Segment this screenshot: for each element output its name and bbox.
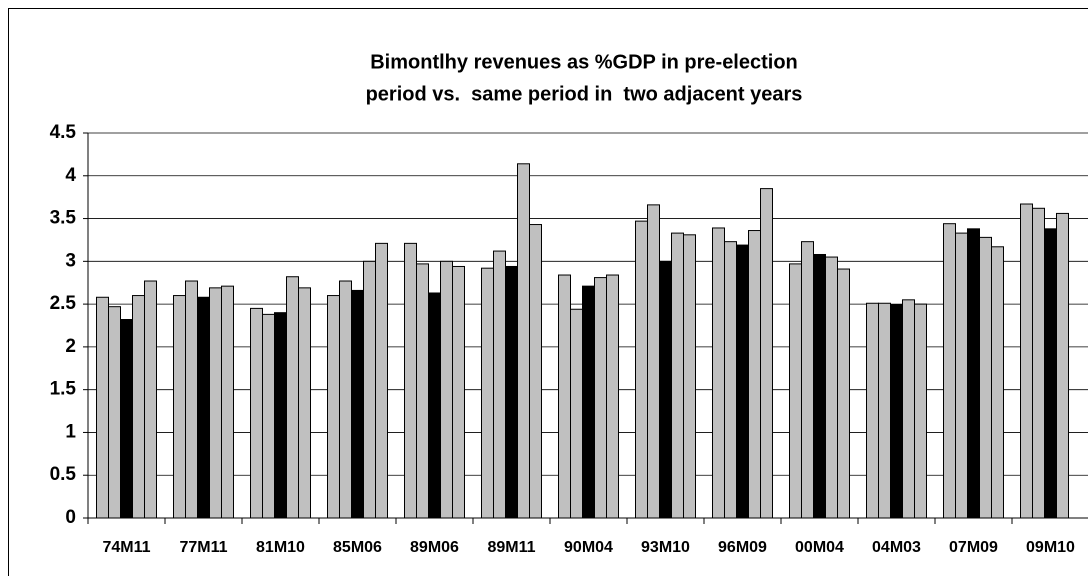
y-tick-label: 0.5	[50, 464, 77, 485]
bar	[902, 299, 915, 519]
bar	[298, 287, 311, 519]
bar	[866, 302, 879, 519]
bar	[736, 244, 749, 519]
bar	[760, 188, 773, 519]
bar	[108, 306, 121, 519]
bar	[286, 276, 299, 519]
bar	[967, 228, 980, 519]
bar	[558, 274, 571, 519]
x-tick-label: 77M11	[179, 539, 227, 556]
x-tick-label: 89M06	[410, 539, 459, 556]
bar	[582, 285, 595, 519]
y-tick-label: 4.5	[50, 122, 77, 143]
bar	[339, 280, 352, 519]
bar	[173, 295, 186, 519]
bar	[1020, 203, 1033, 519]
bar	[529, 224, 542, 519]
bar	[120, 319, 133, 519]
bar	[250, 307, 263, 519]
y-tick-label: 2.5	[50, 293, 77, 314]
x-tick-label: 90M04	[564, 539, 613, 556]
bar	[594, 277, 607, 519]
bar	[712, 227, 725, 519]
bar	[789, 263, 802, 519]
x-tick-label: 85M06	[333, 539, 382, 556]
y-tick-label: 1.5	[50, 379, 77, 400]
bar	[748, 230, 761, 519]
bar	[837, 268, 850, 519]
bar	[659, 260, 672, 519]
y-tick-label: 3	[65, 250, 76, 271]
bar	[327, 295, 340, 519]
bar	[144, 280, 157, 519]
bar	[197, 296, 210, 519]
bar	[96, 296, 109, 519]
bar	[209, 287, 222, 519]
bar	[221, 285, 234, 519]
chart-title: Bimontlhy revenues as %GDP in pre-electi…	[370, 51, 798, 73]
bar	[493, 250, 506, 519]
x-tick-label: 89M11	[487, 539, 535, 556]
chart-title: period vs. same period in two adjacent y…	[366, 83, 803, 105]
x-tick-label: 00M04	[795, 539, 844, 556]
bar	[1056, 212, 1069, 519]
bar	[363, 260, 376, 519]
x-tick-label: 09M10	[1026, 539, 1075, 556]
y-tick-label: 3.5	[50, 208, 77, 229]
bar	[274, 312, 287, 519]
bar	[991, 246, 1004, 519]
bar	[801, 241, 814, 519]
bar	[647, 204, 660, 519]
x-tick-label: 74M11	[102, 539, 150, 556]
x-tick-label: 93M10	[641, 539, 690, 556]
y-tick-label: 2	[65, 336, 76, 357]
bar	[825, 256, 838, 519]
bar	[683, 234, 696, 519]
bar	[635, 220, 648, 519]
bar	[505, 265, 518, 519]
bar	[1032, 207, 1045, 519]
x-tick-label: 81M10	[256, 539, 305, 556]
bar	[452, 265, 465, 519]
bar	[813, 253, 826, 519]
bar	[914, 303, 927, 519]
bar	[416, 263, 429, 519]
x-tick-label: 07M09	[949, 539, 998, 556]
bar	[428, 292, 441, 519]
bar	[185, 280, 198, 519]
bar	[943, 223, 956, 519]
y-tick-label: 4	[65, 165, 76, 186]
bar	[671, 232, 684, 519]
bar	[878, 302, 891, 519]
bar	[890, 304, 903, 519]
bar	[375, 242, 388, 519]
bar	[262, 313, 275, 519]
bar	[481, 267, 494, 519]
bar	[979, 236, 992, 519]
y-tick-label: 0	[65, 507, 76, 528]
x-tick-label: 96M09	[718, 539, 767, 556]
bar	[570, 308, 583, 519]
bar	[1044, 228, 1057, 519]
x-tick-label: 04M03	[872, 539, 921, 556]
bar	[724, 241, 737, 519]
bar	[440, 260, 453, 519]
bar	[404, 242, 417, 519]
bar	[955, 232, 968, 519]
y-tick-label: 1	[65, 421, 76, 442]
bar	[517, 163, 530, 519]
bar	[606, 274, 619, 519]
bar	[351, 289, 364, 519]
bar	[132, 295, 145, 519]
